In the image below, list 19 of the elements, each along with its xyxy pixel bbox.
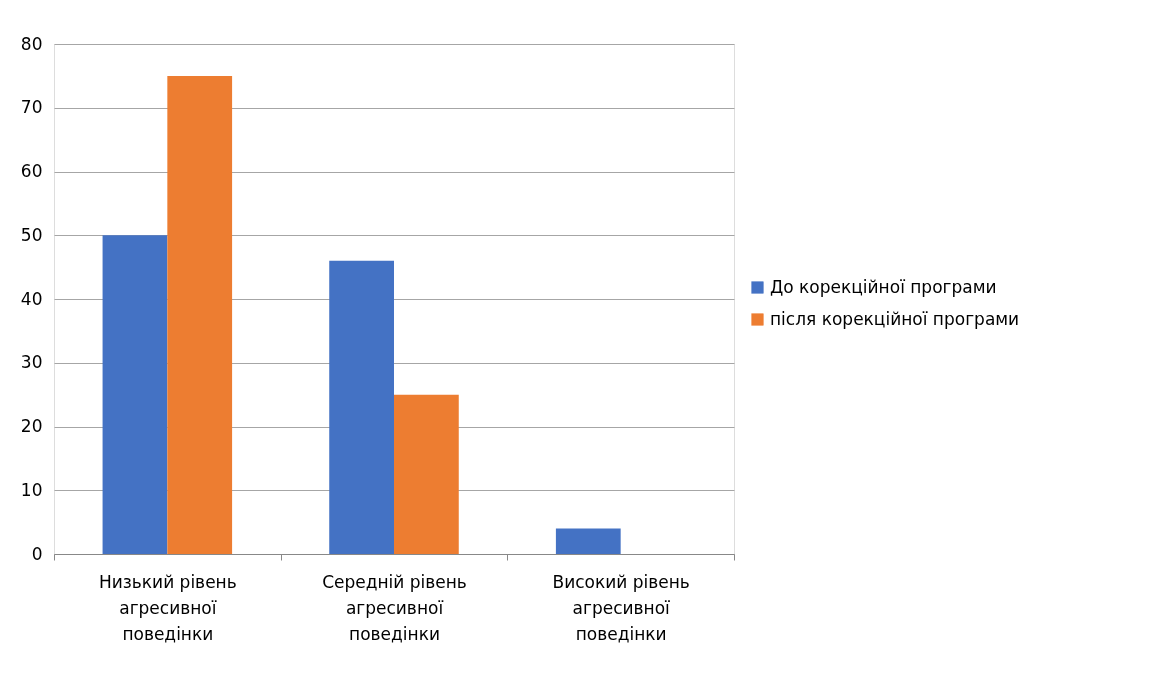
y-tick-label: 10 — [20, 479, 43, 500]
y-tick-label: 70 — [20, 97, 43, 118]
bar — [102, 235, 168, 554]
y-tick-label: 50 — [20, 224, 43, 245]
x-tick-label: Низький рівень агресивної поведінки — [98, 571, 237, 644]
x-tick-label: Високий рівень агресивної поведінки — [552, 571, 690, 644]
y-tick-label: 60 — [20, 161, 43, 181]
legend-label: після корекційної програми — [770, 308, 1020, 329]
y-tick-label: 0 — [31, 543, 43, 564]
bar — [167, 75, 233, 554]
y-tick-label: 80 — [20, 33, 43, 54]
bar — [555, 528, 621, 554]
legend-label: До корекційної програми — [770, 276, 997, 297]
bar — [329, 260, 394, 554]
y-tick-label: 20 — [20, 416, 43, 436]
bar — [394, 394, 459, 554]
x-tick-label: Середній рівень агресивної поведінки — [322, 571, 467, 644]
y-tick-label: 30 — [20, 352, 43, 373]
y-tick-label: 40 — [20, 288, 43, 309]
